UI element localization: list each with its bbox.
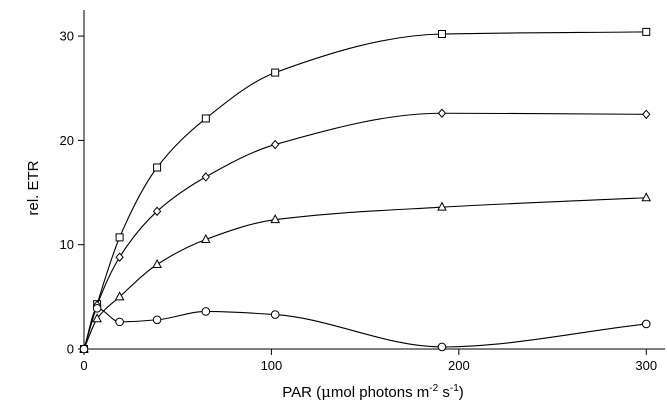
data-point-triangle xyxy=(152,258,162,269)
data-point-diamond xyxy=(271,139,280,150)
data-point-triangle xyxy=(437,201,447,211)
data-point-circle xyxy=(115,317,124,327)
x-axis-label-mid2: s xyxy=(438,384,450,401)
series-square xyxy=(80,27,651,353)
x-axis-label-sup2: -1 xyxy=(450,383,459,394)
x-axis-label-pre: PAR ( xyxy=(282,384,321,401)
data-point-diamond xyxy=(115,252,124,262)
y-tick-label: 20 xyxy=(60,133,74,148)
data-point-circle xyxy=(641,319,651,329)
x-tick-label: 0 xyxy=(80,358,87,373)
series-triangle xyxy=(79,192,652,353)
data-point-circle xyxy=(201,307,211,316)
data-point-circle xyxy=(92,304,102,313)
data-point-circle xyxy=(152,315,162,325)
x-axis-label: PAR (μmol photons m-2 s-1) xyxy=(282,383,464,401)
y-axis-label: rel. ETR xyxy=(25,160,42,215)
y-tick-label: 10 xyxy=(60,237,74,252)
data-point-diamond xyxy=(201,172,210,182)
data-point-diamond xyxy=(437,108,447,119)
y-tick-label: 0 xyxy=(67,342,74,357)
data-point-diamond xyxy=(152,206,162,217)
series-line-diamond xyxy=(83,112,647,350)
data-point-triangle xyxy=(200,233,211,243)
series-line-circle xyxy=(83,307,647,350)
y-tick-label: 30 xyxy=(60,29,74,44)
data-point-square xyxy=(153,163,162,172)
data-point-triangle xyxy=(641,192,652,202)
data-point-square xyxy=(115,233,124,242)
data-point-square xyxy=(437,29,446,38)
series-diamond xyxy=(79,108,651,354)
series-layer xyxy=(79,27,652,354)
data-point-circle xyxy=(270,310,280,319)
data-point-square xyxy=(201,114,210,123)
data-point-diamond xyxy=(642,109,651,120)
x-axis-label-mu: μ xyxy=(321,383,331,401)
series-circle xyxy=(79,304,651,354)
x-tick-label: 100 xyxy=(261,358,283,373)
x-tick-label: 300 xyxy=(635,358,657,373)
data-point-square xyxy=(271,68,280,77)
data-point-square xyxy=(642,27,651,36)
data-point-circle xyxy=(437,342,447,352)
axes xyxy=(83,10,665,350)
x-tick-label: 200 xyxy=(448,358,470,373)
x-axis-label-sup1: -2 xyxy=(429,383,438,394)
x-axis-label-post: ) xyxy=(459,384,464,401)
data-point-triangle xyxy=(114,291,125,301)
data-point-circle xyxy=(79,344,89,354)
data-point-triangle xyxy=(92,313,102,323)
series-line-triangle xyxy=(83,197,647,350)
series-line-square xyxy=(83,31,647,350)
x-axis-label-mid: mol photons m xyxy=(331,384,429,401)
data-point-triangle xyxy=(270,214,281,224)
